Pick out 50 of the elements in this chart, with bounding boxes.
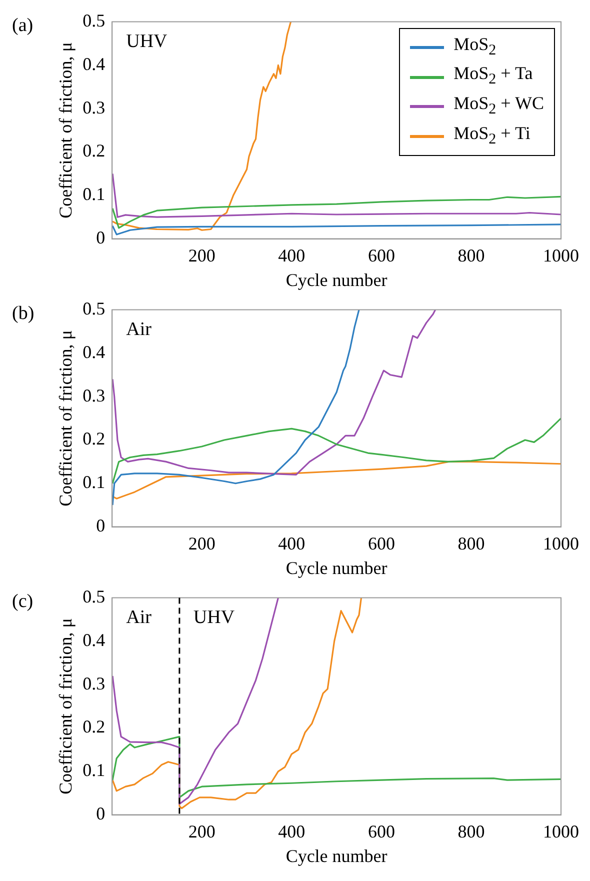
annotation: Air: [126, 606, 152, 628]
y-axis-title: Coefficient of friction, μ: [56, 42, 76, 218]
x-tick-label: 400: [278, 533, 306, 554]
y-tick-label: 0.4: [82, 630, 106, 650]
y-tick-label: 0.2: [82, 428, 106, 449]
x-axis-title: Cycle number: [286, 558, 388, 578]
x-tick-label: 600: [368, 245, 395, 266]
y-tick-label: 0.5: [82, 298, 106, 319]
legend-label: MoS$_{2}$ + WC: [454, 92, 544, 120]
x-axis-title: Cycle number: [286, 846, 388, 866]
x-tick-label: 200: [188, 533, 216, 554]
y-tick-label: 0.2: [82, 716, 106, 737]
x-tick-label: 200: [188, 821, 216, 842]
x-tick-label: 800: [458, 245, 485, 266]
x-tick-label: 800: [458, 821, 485, 842]
y-tick-label: 0.3: [82, 385, 106, 406]
y-tick-label: 0: [96, 516, 106, 536]
x-tick-label: 1000: [543, 245, 579, 266]
y-tick-label: 0.5: [82, 586, 106, 607]
x-tick-label: 1000: [543, 533, 579, 554]
legend-label: MoS$_{2}$ + Ta: [454, 62, 533, 90]
annotation: UHV: [193, 606, 235, 628]
annotation: Air: [126, 318, 152, 340]
annotation: UHV: [126, 30, 168, 52]
y-tick-label: 0.2: [82, 140, 106, 161]
y-tick-label: 0.4: [82, 342, 106, 362]
y-tick-label: 0.1: [82, 760, 106, 780]
y-axis-title: Coefficient of friction, μ: [56, 618, 76, 794]
y-tick-label: 0.5: [82, 10, 106, 31]
y-tick-label: 0: [96, 804, 106, 824]
x-tick-label: 800: [458, 533, 485, 554]
y-axis-title: Coefficient of friction, μ: [56, 330, 76, 506]
y-tick-label: 0.1: [82, 184, 106, 204]
chart-title: (a): [12, 14, 34, 36]
x-tick-label: 400: [278, 245, 306, 266]
x-axis-title: Cycle number: [286, 270, 388, 290]
x-tick-label: 200: [188, 245, 216, 266]
legend-label: MoS$_{2}$ + Ti: [454, 122, 530, 150]
x-tick-label: 600: [368, 821, 395, 842]
y-tick-label: 0.1: [82, 472, 106, 492]
x-tick-label: 400: [278, 821, 306, 842]
x-tick-label: 600: [368, 533, 395, 554]
chart-title: (b): [12, 302, 34, 324]
legend-label: MoS$_{2}$: [454, 32, 496, 60]
chart-title: (c): [12, 590, 34, 612]
y-tick-label: 0.4: [82, 54, 106, 74]
y-tick-label: 0.3: [82, 97, 106, 118]
y-tick-label: 0.3: [82, 673, 106, 694]
x-tick-label: 1000: [543, 821, 579, 842]
y-tick-label: 0: [96, 228, 106, 248]
